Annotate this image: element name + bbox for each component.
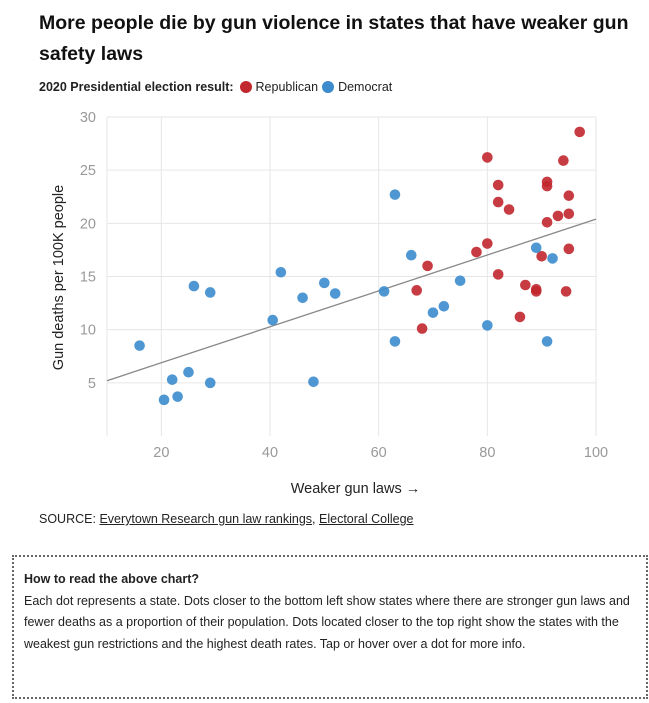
source-link-electoral-college[interactable]: Electoral College: [319, 512, 414, 526]
republican-point: [563, 208, 575, 220]
republican-point: [514, 311, 526, 323]
democrat-point: [438, 300, 450, 312]
democrat-point: [530, 242, 542, 254]
democrat-point: [427, 307, 439, 318]
democrat-point: [405, 249, 417, 261]
trendline: [106, 218, 597, 382]
republican-point: [563, 243, 575, 255]
republican-point: [574, 126, 585, 138]
republican-point: [471, 246, 482, 258]
democrat-point: [204, 377, 216, 389]
legend-swatch-democrat: [322, 81, 335, 93]
x-axis-label: Weaker gun laws →: [291, 481, 420, 497]
legend-text-democrat: Democrat: [338, 80, 393, 94]
y-tick-label: 30: [80, 110, 96, 126]
x-tick-label: 20: [153, 445, 169, 461]
democrat-point: [183, 366, 194, 378]
democrat-point: [389, 189, 401, 200]
democrat-point: [188, 280, 200, 292]
democrat-point: [547, 253, 558, 264]
x-tick-label: 80: [479, 445, 495, 461]
republican-point: [482, 152, 493, 163]
republican-point: [503, 204, 515, 215]
republican-point: [492, 269, 504, 280]
legend: 2020 Presidential election result: Repub…: [39, 78, 396, 96]
democrat-point: [482, 320, 493, 331]
republican-point: [563, 190, 575, 201]
how-to-read-box: How to read the above chart? Each dot re…: [12, 555, 648, 699]
democrat-point: [134, 340, 145, 351]
scatter-chart: 5 10 15 20 25 30 20 40 60 80 100 Gun deaths per 10…: [51, 110, 608, 497]
points-group: [134, 126, 585, 406]
y-axis-label: Gun deaths per 100K people: [51, 185, 67, 370]
democrat-point: [541, 336, 553, 347]
source-separator: ,: [312, 512, 319, 526]
chart-title: More people die by gun violence in state…: [39, 12, 629, 65]
democrat-point: [329, 288, 341, 299]
democrat-point: [308, 376, 319, 388]
source-prefix: SOURCE:: [39, 512, 100, 526]
republican-point: [492, 196, 504, 208]
republican-point: [560, 286, 572, 297]
democrat-point: [297, 292, 308, 304]
democrat-point: [158, 394, 170, 406]
chart-axes: 5 10 15 20 25 30 20 40 60 80 100: [80, 110, 608, 461]
legend-text-republican: Republican: [255, 80, 319, 94]
y-tick-label: 15: [80, 270, 96, 286]
how-to-read-heading: How to read the above chart?: [24, 572, 200, 586]
democrat-point: [319, 277, 330, 289]
republican-point: [411, 285, 423, 296]
source-link-everytown[interactable]: Everytown Research gun law rankings: [99, 512, 313, 526]
democrat-point: [275, 266, 287, 278]
chart-grid: [107, 116, 597, 436]
republican-point: [492, 179, 504, 191]
republican-point: [536, 250, 547, 262]
democrat-point: [172, 391, 183, 402]
legend-label: 2020 Presidential election result:: [39, 80, 234, 94]
democrat-point: [204, 287, 216, 298]
republican-point: [416, 323, 428, 334]
republican-point: [541, 180, 553, 192]
republican-point: [530, 286, 542, 297]
republican-point: [520, 279, 531, 291]
x-tick-label: 60: [371, 445, 387, 461]
legend-item-democrat: Democrat: [322, 80, 392, 94]
y-tick-label: 10: [80, 323, 96, 339]
source-line: SOURCE: Everytown Research gun law ranki…: [39, 512, 414, 526]
republican-point: [558, 155, 569, 166]
y-tick-label: 5: [88, 376, 96, 392]
republican-point: [422, 260, 433, 272]
democrat-point: [378, 286, 390, 297]
legend-item-republican: Republican: [239, 80, 319, 94]
democrat-point: [389, 336, 401, 347]
republican-point: [482, 238, 493, 249]
democrat-point: [166, 374, 178, 385]
democrat-point: [454, 275, 466, 287]
democrat-point: [267, 314, 279, 326]
republican-point: [541, 216, 553, 228]
republican-point: [552, 210, 564, 222]
x-tick-label: 40: [262, 445, 278, 461]
y-tick-label: 20: [80, 216, 96, 232]
how-to-read-body: Each dot represents a state. Dots closer…: [24, 593, 630, 651]
trendline-group: [106, 218, 597, 382]
y-tick-label: 25: [80, 163, 96, 179]
legend-swatch-republican: [239, 81, 252, 93]
x-tick-label: 100: [584, 445, 608, 461]
